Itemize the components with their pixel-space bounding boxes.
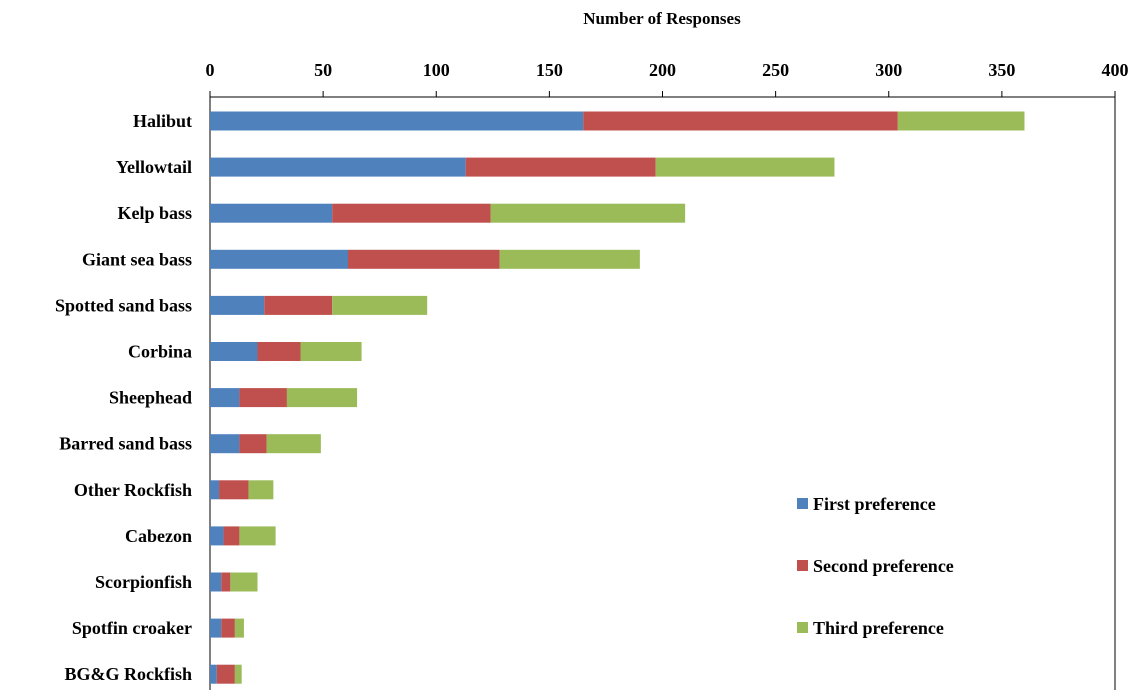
- bar-segment-2: [216, 664, 235, 684]
- bar-segment-2: [264, 295, 333, 315]
- category-label: BG&G Rockfish: [64, 664, 192, 684]
- bar-segment-2: [239, 388, 287, 408]
- category-labels: Halibut Yellowtail Kelp bass Giant sea bass…: [55, 111, 192, 684]
- bar-segment-2: [239, 434, 267, 454]
- x-tick-label: 50: [314, 60, 332, 80]
- x-tick-label: 200: [649, 60, 676, 80]
- x-tick-label: 300: [875, 60, 902, 80]
- legend-label: Second preference: [813, 556, 954, 576]
- x-tick-label: 250: [762, 60, 789, 80]
- bar-segment-2: [465, 157, 656, 177]
- bar-segment-1: [210, 388, 240, 408]
- category-label: Other Rockfish: [74, 480, 192, 500]
- bar-segment-3: [332, 295, 428, 315]
- x-tick-label: 150: [536, 60, 563, 80]
- bar-segment-1: [210, 157, 466, 177]
- bar-segment-1: [210, 342, 258, 361]
- legend-label: First preference: [813, 494, 936, 514]
- bar-segment-2: [332, 203, 491, 223]
- bar-segment-1: [210, 111, 584, 131]
- bar-segment-1: [210, 664, 217, 684]
- bar-segment-3: [499, 249, 640, 269]
- legend-label: Third preference: [813, 618, 944, 638]
- x-tick-label: 350: [988, 60, 1015, 80]
- category-label: Barred sand bass: [59, 434, 192, 454]
- legend-swatch: [797, 622, 808, 633]
- legend-swatch: [797, 560, 808, 571]
- bar-segment-1: [210, 434, 240, 454]
- bar-segment-3: [286, 388, 358, 408]
- bar-segment-1: [210, 526, 224, 546]
- bar-segment-2: [221, 618, 235, 638]
- bar-segment-1: [210, 618, 222, 638]
- legend: First preference Second preference Third p…: [797, 494, 954, 638]
- category-label: Yellowtail: [116, 157, 192, 177]
- x-axis-ticks: 0 50 100 150 200 250 300 350 400: [206, 60, 1129, 97]
- bar-segment-3: [234, 664, 242, 684]
- category-label: Halibut: [133, 111, 192, 131]
- bar-segment-3: [490, 203, 686, 223]
- category-label: Sheephead: [109, 388, 192, 408]
- bar-segment-3: [897, 111, 1025, 131]
- category-label: Spotted sand bass: [55, 295, 192, 315]
- category-label: Corbina: [128, 342, 192, 362]
- bar-segment-1: [210, 572, 222, 592]
- bar-segment-3: [234, 618, 244, 638]
- bar-segment-3: [248, 480, 274, 500]
- bar-segment-2: [221, 572, 231, 592]
- category-label: Giant sea bass: [82, 249, 192, 269]
- bar-segment-2: [583, 111, 898, 131]
- bar-segment-1: [210, 295, 265, 315]
- x-tick-label: 400: [1102, 60, 1129, 80]
- category-label: Scorpionfish: [95, 572, 192, 592]
- bar-segment-3: [230, 572, 258, 592]
- category-label: Spotfin croaker: [72, 618, 192, 638]
- bar-segment-2: [219, 480, 249, 500]
- x-tick-label: 0: [206, 60, 215, 80]
- bars: [210, 111, 1025, 684]
- bar-segment-3: [300, 342, 362, 361]
- bar-segment-2: [348, 249, 500, 269]
- bar-segment-3: [266, 434, 321, 454]
- bar-segment-1: [210, 203, 333, 223]
- bar-segment-2: [257, 342, 301, 361]
- bar-segment-1: [210, 249, 349, 269]
- x-tick-label: 100: [423, 60, 450, 80]
- bar-segment-3: [239, 526, 276, 546]
- bar-segment-1: [210, 480, 220, 500]
- legend-swatch: [797, 498, 808, 509]
- category-label: Kelp bass: [117, 203, 192, 223]
- category-label: Cabezon: [125, 526, 192, 546]
- x-axis-title: Number of Responses: [583, 9, 741, 28]
- bar-segment-2: [223, 526, 240, 546]
- bar-segment-3: [655, 157, 835, 177]
